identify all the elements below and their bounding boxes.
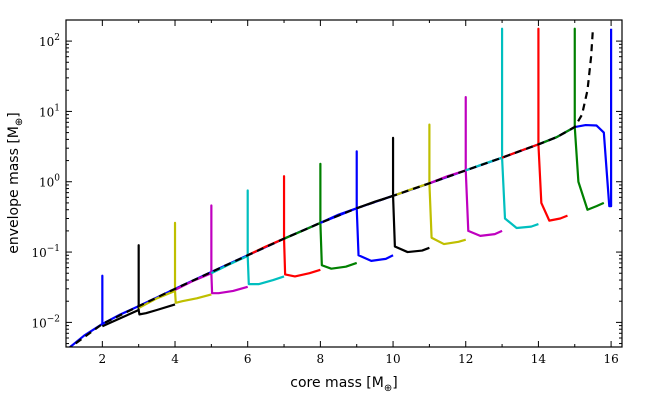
x-axis-label-unit: ⊕: [384, 383, 392, 394]
y-tick-label: 102: [39, 33, 60, 49]
x-tick-label: 8: [317, 352, 325, 366]
x-tick-label: 4: [171, 352, 179, 366]
y-tick-label: 10−1: [31, 244, 60, 260]
x-tick-label: 6: [244, 352, 252, 366]
series-line-3: [138, 221, 212, 309]
x-tick-label: 16: [603, 352, 618, 366]
y-axis-label: envelope mass [M⊕]: [6, 112, 25, 253]
y-axis-label-unit: ⊕: [14, 118, 25, 126]
y-axis-label-text: envelope mass [M: [6, 126, 22, 254]
y-tick-label: 10−2: [31, 314, 60, 330]
y-tick-label: 101: [39, 103, 60, 119]
y-tick-label: 100: [39, 174, 60, 190]
x-axis-label: core mass [M⊕]: [290, 375, 397, 394]
plot-frame: [65, 19, 623, 348]
x-axis-label-text: core mass [M: [290, 375, 384, 391]
x-axis-label-suffix: ]: [392, 375, 397, 391]
x-axis-ticks: 2 4 6 8 10 12 14 16: [65, 20, 619, 366]
y-axis-label-suffix: ]: [6, 112, 22, 117]
critical-curve-line: [68, 28, 595, 347]
critical-curve-layer: [68, 28, 595, 347]
x-tick-label: 14: [531, 352, 547, 366]
y-axis-ticks: 10−2 10−1 100 101 102: [31, 33, 622, 345]
x-tick-label: 10: [385, 352, 400, 366]
x-tick-label: 12: [458, 352, 473, 366]
x-tick-label: 2: [99, 352, 107, 366]
series-line-2: [101, 244, 176, 328]
